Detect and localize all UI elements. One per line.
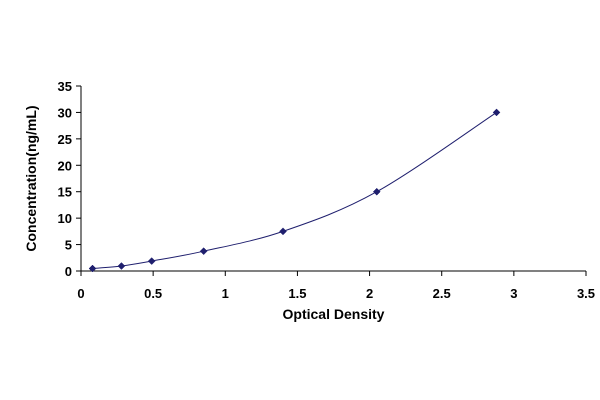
x-tick-label: 3.5 bbox=[577, 286, 595, 301]
y-tick-label: 20 bbox=[58, 158, 72, 173]
data-point bbox=[117, 262, 126, 270]
y-axis: 0 5 10 15 20 25 30 35 bbox=[58, 79, 82, 279]
x-tick-label: 1.5 bbox=[288, 286, 306, 301]
x-tick-label: 0.5 bbox=[144, 286, 162, 301]
x-tick-label: 3 bbox=[510, 286, 517, 301]
data-points bbox=[88, 108, 501, 273]
y-tick-label: 30 bbox=[58, 105, 72, 120]
data-point bbox=[88, 264, 97, 273]
x-axis: 0 0.5 1 1.5 2 2.5 3 3.5 bbox=[77, 270, 595, 301]
data-point bbox=[147, 257, 156, 265]
y-tick-label: 5 bbox=[65, 238, 72, 253]
y-tick-label: 10 bbox=[58, 211, 72, 226]
x-tick-label: 2 bbox=[366, 286, 373, 301]
y-axis-title: Concentration(ng/mL) bbox=[23, 105, 39, 251]
y-tick-label: 0 bbox=[65, 264, 72, 279]
x-tick-label: 0 bbox=[77, 286, 84, 301]
x-tick-label: 1 bbox=[222, 286, 229, 301]
data-point bbox=[492, 108, 501, 117]
y-tick-label: 15 bbox=[58, 185, 72, 200]
data-point bbox=[199, 247, 208, 256]
data-point bbox=[279, 227, 287, 236]
trend-line bbox=[92, 112, 497, 270]
x-axis-title: Optical Density bbox=[283, 306, 385, 322]
x-tick-label: 2.5 bbox=[433, 286, 451, 301]
y-tick-label: 35 bbox=[58, 79, 72, 94]
data-point bbox=[372, 187, 381, 196]
y-tick-label: 25 bbox=[58, 132, 72, 147]
